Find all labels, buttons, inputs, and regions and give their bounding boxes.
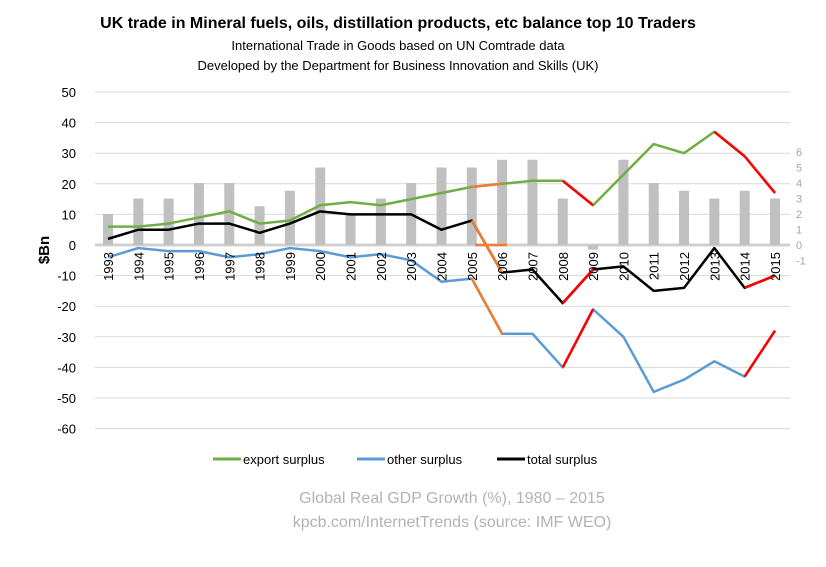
y-tick-label: -60 [57,422,76,437]
gdp-bar [770,198,780,245]
highlight-segment [470,278,504,335]
x-tick-label: 2006 [495,252,510,281]
x-tick-label: 2008 [556,252,571,281]
y2-tick-label: 2 [796,209,802,221]
x-tick-label: 2011 [647,252,662,280]
highlight-segment [743,329,777,378]
gdp-bar [224,183,235,245]
x-tick-label: 1998 [253,252,268,281]
y-tick-label: -10 [57,269,76,284]
highlight-segment [561,308,595,368]
legend-label: other surplus [387,452,463,467]
chart-title: UK trade in Mineral fuels, oils, distill… [100,15,696,32]
gdp-bar [163,198,174,245]
gdp-bar [254,206,265,245]
y2-tick-label: 5 [796,163,802,175]
x-tick-label: 2001 [344,252,359,281]
x-tick-label: 2009 [586,252,601,281]
series-line-export-surplus [108,130,776,228]
y2-tick-label: 1 [796,225,802,237]
x-tick-label: 2003 [404,252,419,281]
highlight-segment [470,219,504,274]
y-axis-label: $Bn [36,236,53,264]
x-tick-label: 2010 [616,252,631,281]
highlight-segment [743,155,776,194]
gdp-bar [466,167,477,245]
x-tick-label: 2013 [707,252,722,281]
chart-subtitle-1: International Trade in Goods based on UN… [231,38,565,53]
series-line-other-surplus [107,246,777,394]
x-tick-label: 2015 [768,252,783,281]
y2-tick-label: -1 [796,256,806,268]
y-tick-label: -20 [57,299,76,314]
gdp-bar [709,198,720,245]
gdp-bar [345,214,356,245]
y-tick-label: -40 [57,360,76,375]
gdp-bar [103,214,113,245]
y-tick-label: 30 [62,146,76,161]
legend-label: export surplus [243,452,325,467]
gdp-bar [618,159,629,245]
series-line-total-surplus [107,210,776,305]
footer-line-1: Global Real GDP Growth (%), 1980 – 2015 [299,490,605,507]
highlight-segment [471,182,503,189]
x-tick-label: 2012 [677,252,692,281]
gdp-bar [739,190,750,245]
gdp-bar [436,167,447,245]
x-tick-label: 1999 [283,252,298,281]
x-tick-label: 1993 [101,252,116,281]
gdp-bar [497,159,508,245]
gdp-bar [527,159,538,245]
highlight-segment [713,130,746,158]
gdp-bar [193,183,204,245]
gdp-bar [588,245,599,250]
gdp-bar [284,190,295,245]
y-tick-label: -50 [57,391,76,406]
y-tick-label: 0 [69,238,76,253]
y2-tick-label: 6 [796,147,802,159]
y-tick-label: -30 [57,330,76,345]
y2-tick-label: 3 [796,194,802,206]
footer-line-2: kpcb.com/InternetTrends (source: IMF WEO… [293,514,612,531]
y-tick-label: 20 [62,177,76,192]
highlight-segment [744,274,776,289]
gdp-bar [679,190,690,245]
y-tick-label: 40 [62,116,76,131]
legend-label: total surplus [527,452,598,467]
chart-subtitle-2: Developed by the Department for Business… [197,58,598,73]
x-tick-label: 2000 [313,252,328,281]
x-tick-label: 2014 [738,252,753,281]
y-tick-label: 50 [62,85,76,100]
x-tick-label: 1997 [222,252,237,281]
highlight-segment [561,268,595,304]
highlight-segment [561,179,594,207]
y-tick-label: 10 [62,207,76,222]
x-tick-label: 1995 [162,252,177,281]
gdp-bar [133,198,144,245]
gdp-bar [557,198,568,245]
x-tick-label: 2002 [374,252,389,281]
x-tick-label: 2004 [435,252,450,281]
y2-tick-label: 4 [796,178,802,190]
x-tick-label: 1996 [192,252,207,281]
x-tick-label: 2005 [465,252,480,281]
x-tick-label: 2007 [525,252,540,281]
y2-tick-label: 0 [796,240,802,252]
x-tick-label: 1994 [131,252,146,281]
gdp-bar [375,198,386,245]
gdp-bar [648,183,659,245]
